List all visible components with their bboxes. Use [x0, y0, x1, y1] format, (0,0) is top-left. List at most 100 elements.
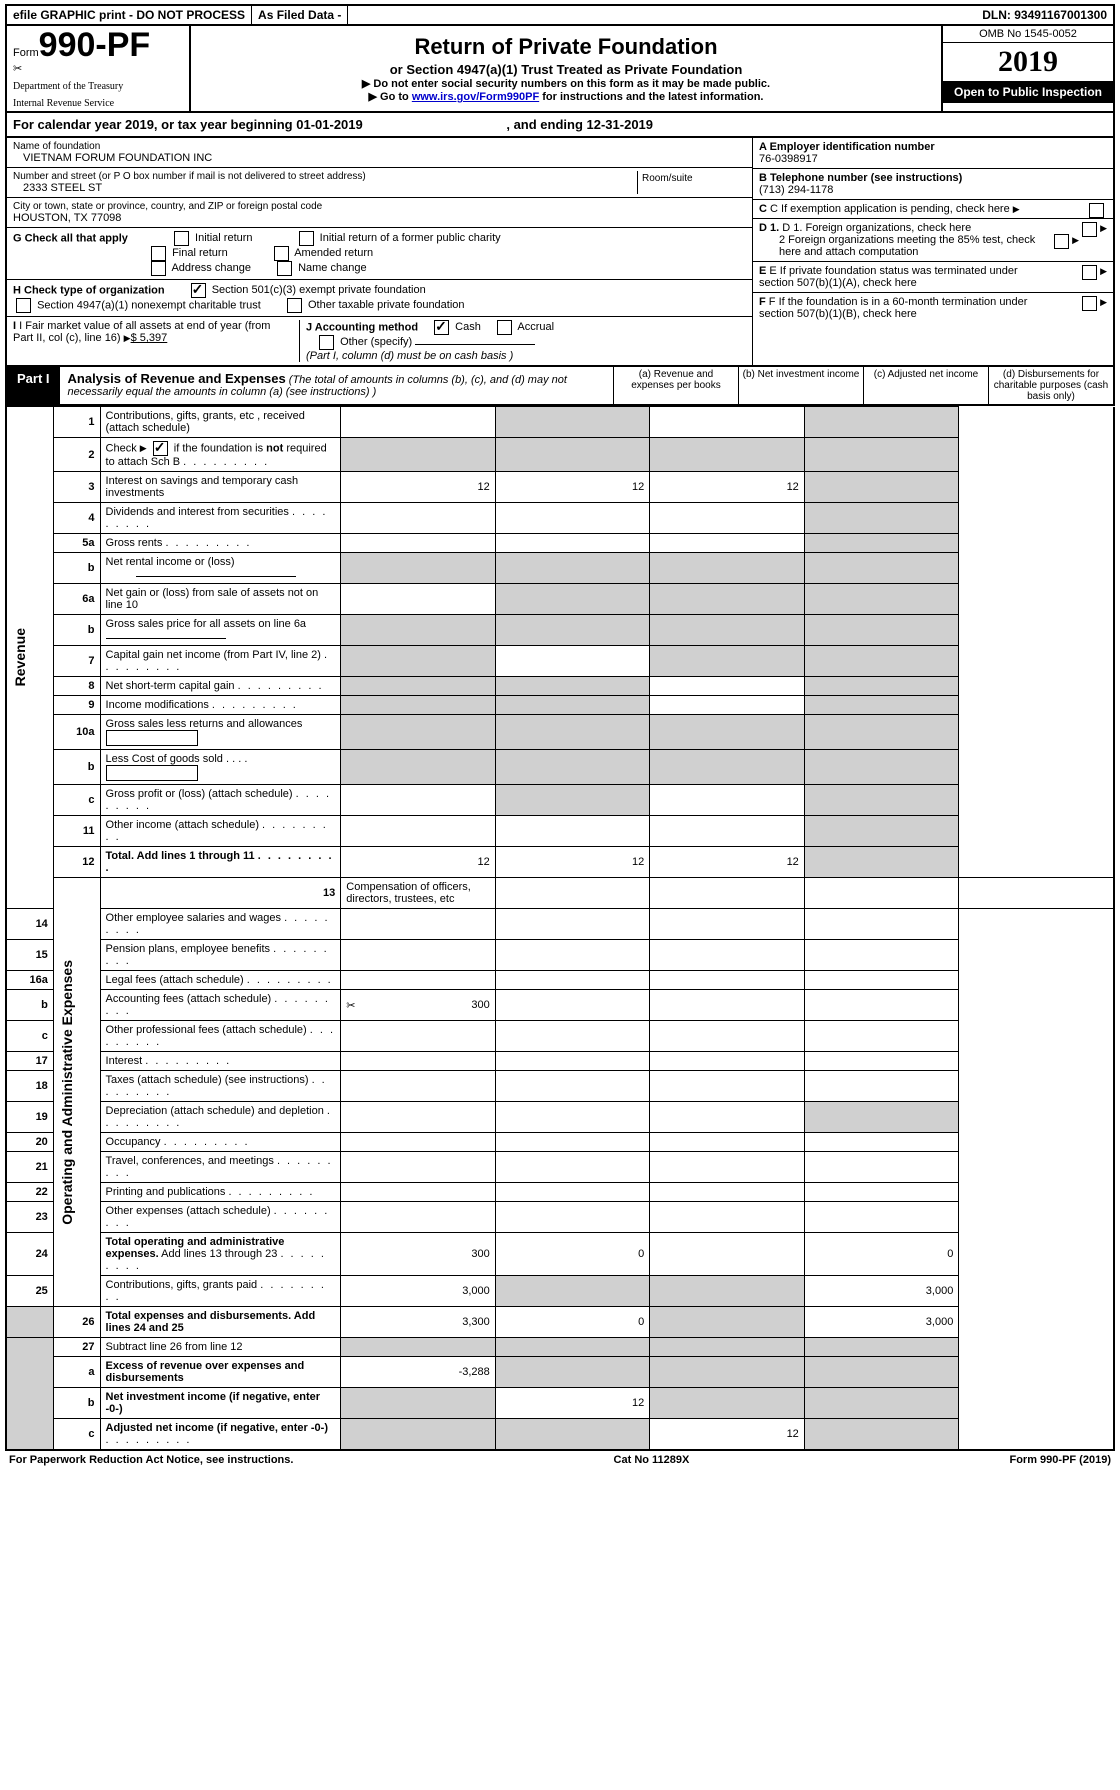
form-prefix: Form	[13, 47, 39, 59]
table-row: aExcess of revenue over expenses and dis…	[6, 1357, 1114, 1388]
table-row: 12Total. Add lines 1 through 11 121212	[6, 847, 1114, 878]
table-row: 16aLegal fees (attach schedule)	[6, 971, 1114, 990]
part1-badge: Part I	[7, 367, 60, 404]
dept2: Internal Revenue Service	[13, 98, 183, 109]
table-row: 27Subtract line 26 from line 12	[6, 1338, 1114, 1357]
cb-85pct[interactable]	[1054, 234, 1069, 249]
col-b-head: (b) Net investment income	[738, 367, 863, 404]
cb-status-terminated[interactable]	[1082, 265, 1097, 280]
open-public-badge: Open to Public Inspection	[943, 81, 1113, 103]
cb-cash[interactable]	[434, 320, 449, 335]
cb-final-return[interactable]	[151, 246, 166, 261]
form-title: Return of Private Foundation	[197, 34, 935, 60]
table-row: 8Net short-term capital gain	[6, 677, 1114, 696]
footer-left: For Paperwork Reduction Act Notice, see …	[9, 1454, 293, 1466]
asfiled-label: As Filed Data -	[252, 6, 348, 24]
irs-link[interactable]: www.irs.gov/Form990PF	[412, 91, 539, 103]
topbar: efile GRAPHIC print - DO NOT PROCESS As …	[5, 4, 1115, 26]
omb-number: OMB No 1545-0052	[943, 26, 1113, 43]
d2-label: 2 Foreign organizations meeting the 85% …	[759, 234, 1049, 258]
table-row: bNet investment income (if negative, ent…	[6, 1388, 1114, 1419]
cb-amended[interactable]	[274, 246, 289, 261]
dln: DLN: 93491167001300	[976, 6, 1113, 24]
table-row: Revenue 1Contributions, gifts, grants, e…	[6, 407, 1114, 438]
table-row: 21Travel, conferences, and meetings	[6, 1152, 1114, 1183]
g-label: G Check all that apply	[13, 232, 128, 244]
info-grid: Name of foundation VIETNAM FORUM FOUNDAT…	[5, 138, 1115, 367]
cb-501c3[interactable]	[191, 283, 206, 298]
cb-other-method[interactable]	[319, 335, 334, 350]
b-label: B Telephone number (see instructions)	[759, 172, 962, 184]
street-address: 2333 STEEL ST	[13, 182, 637, 194]
table-row: 25Contributions, gifts, grants paid 3,00…	[6, 1276, 1114, 1307]
cb-foreign-org[interactable]	[1082, 222, 1097, 237]
cb-other-taxable[interactable]	[287, 298, 302, 313]
attach-icon: ✂	[346, 999, 355, 1012]
note-1: ▶ Do not enter social security numbers o…	[197, 77, 935, 90]
form-header: Form990-PF ✂ Department of the Treasury …	[5, 26, 1115, 113]
cb-initial-former[interactable]	[299, 231, 314, 246]
table-row: 11Other income (attach schedule)	[6, 816, 1114, 847]
table-row: 5aGross rents	[6, 534, 1114, 553]
e-label: E If private foundation status was termi…	[759, 265, 1018, 289]
table-row: 19Depreciation (attach schedule) and dep…	[6, 1102, 1114, 1133]
addr-label: Number and street (or P O box number if …	[13, 171, 637, 182]
table-row: 26Total expenses and disbursements. Add …	[6, 1307, 1114, 1338]
c-label: C If exemption application is pending, c…	[770, 203, 1010, 215]
table-row: 6aNet gain or (loss) from sale of assets…	[6, 584, 1114, 615]
part1-title: Analysis of Revenue and Expenses	[68, 371, 286, 386]
cb-exemption-pending[interactable]	[1089, 203, 1104, 218]
city-label: City or town, state or province, country…	[13, 201, 746, 212]
foundation-name: VIETNAM FORUM FOUNDATION INC	[13, 152, 746, 164]
form-subtitle: or Section 4947(a)(1) Trust Treated as P…	[197, 62, 935, 77]
cb-accrual[interactable]	[497, 320, 512, 335]
ein-value: 76-0398917	[759, 153, 818, 165]
j-note: (Part I, column (d) must be on cash basi…	[306, 350, 513, 362]
f-label: F If the foundation is in a 60-month ter…	[759, 296, 1027, 320]
table-row: 10aGross sales less returns and allowanc…	[6, 715, 1114, 750]
table-row: 7Capital gain net income (from Part IV, …	[6, 646, 1114, 677]
col-a-head: (a) Revenue and expenses per books	[613, 367, 738, 404]
table-row: 23Other expenses (attach schedule)	[6, 1202, 1114, 1233]
table-row: bNet rental income or (loss)	[6, 553, 1114, 584]
table-row: 18Taxes (attach schedule) (see instructi…	[6, 1071, 1114, 1102]
efile-notice: efile GRAPHIC print - DO NOT PROCESS	[7, 6, 252, 24]
table-row: 22Printing and publications	[6, 1183, 1114, 1202]
part1-table: Revenue 1Contributions, gifts, grants, e…	[5, 406, 1115, 1451]
table-row: cAdjusted net income (if negative, enter…	[6, 1419, 1114, 1451]
revenue-side-label: Revenue	[12, 628, 28, 686]
cb-60month[interactable]	[1082, 296, 1097, 311]
table-row: cOther professional fees (attach schedul…	[6, 1021, 1114, 1052]
d1-label: D 1. Foreign organizations, check here	[782, 222, 971, 234]
table-row: 2Check if the foundation is not required…	[6, 438, 1114, 472]
h-label: H Check type of organization	[13, 284, 165, 296]
phone-value: (713) 294-1178	[759, 184, 833, 196]
table-row: cGross profit or (loss) (attach schedule…	[6, 785, 1114, 816]
cb-name-change[interactable]	[277, 261, 292, 276]
calendar-year-line: For calendar year 2019, or tax year begi…	[5, 113, 1115, 138]
table-row: Operating and Administrative Expenses 13…	[6, 878, 1114, 909]
j-label: J Accounting method	[306, 321, 418, 333]
city-state-zip: HOUSTON, TX 77098	[13, 212, 746, 224]
cb-schB[interactable]	[153, 441, 168, 456]
footer-mid: Cat No 11289X	[614, 1454, 690, 1466]
dept1: Department of the Treasury	[13, 81, 183, 92]
table-row: 24Total operating and administrative exp…	[6, 1233, 1114, 1276]
fmv-value: $ 5,397	[131, 332, 168, 344]
col-d-head: (d) Disbursements for charitable purpose…	[988, 367, 1113, 404]
a-label: A Employer identification number	[759, 141, 935, 153]
table-row: bGross sales price for all assets on lin…	[6, 615, 1114, 646]
expenses-side-label: Operating and Administrative Expenses	[59, 960, 75, 1225]
note-2: ▶ Go to www.irs.gov/Form990PF for instru…	[197, 90, 935, 103]
col-c-head: (c) Adjusted net income	[863, 367, 988, 404]
cb-initial-return[interactable]	[174, 231, 189, 246]
table-row: bAccounting fees (attach schedule) ✂300	[6, 990, 1114, 1021]
cb-4947a1[interactable]	[16, 298, 31, 313]
cb-address-change[interactable]	[151, 261, 166, 276]
tax-year: 2019	[943, 43, 1113, 81]
page-footer: For Paperwork Reduction Act Notice, see …	[5, 1449, 1115, 1469]
table-row: 3Interest on savings and temporary cash …	[6, 472, 1114, 503]
form-number: 990-PF	[39, 26, 151, 64]
room-label: Room/suite	[638, 171, 746, 194]
table-row: 15Pension plans, employee benefits	[6, 940, 1114, 971]
